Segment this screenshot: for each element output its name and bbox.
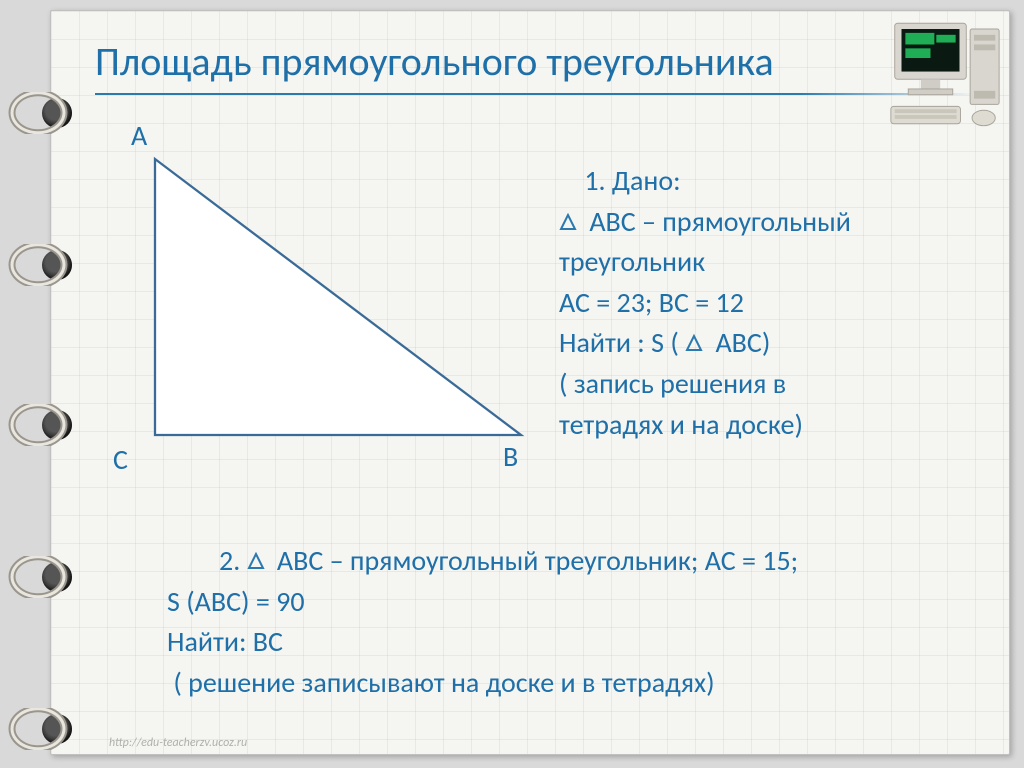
binder-hole (42, 98, 72, 128)
triangle-icon (685, 334, 703, 352)
triangle-shape (155, 159, 521, 435)
page-title: Площадь прямоугольного треугольника (95, 37, 774, 86)
vertex-a-label: A (131, 118, 147, 153)
binder-hole (42, 562, 72, 592)
triangle-figure (105, 135, 535, 475)
binder-hole (42, 714, 72, 744)
computer-icon (887, 17, 1003, 129)
p2-line: S (ABC) = 90 (167, 582, 967, 623)
triangle-icon (247, 552, 265, 570)
p1-line: Найти : S ( ABC) (559, 323, 969, 364)
p2-line: ( решение записывают на доске и в тетрад… (167, 663, 967, 704)
p1-line: ( запись решения в (559, 364, 969, 405)
binder-hole (42, 250, 72, 280)
p1-line: 1. Дано: (559, 161, 969, 202)
watermark: http://edu-teacherzv.ucoz.ru (109, 736, 247, 750)
p1-line: треугольник (559, 242, 969, 283)
p2-line: 2. ABC – прямоугольный треугольник; AC =… (167, 541, 967, 582)
triangle-icon (559, 213, 577, 231)
slide: Площадь прямоугольного треугольника A C … (50, 10, 1010, 755)
p1-line: тетрадях и на доске) (559, 405, 969, 446)
problem-2: 2. ABC – прямоугольный треугольник; AC =… (167, 541, 967, 703)
binder-hole (42, 410, 72, 440)
problem-1: 1. Дано: ABC – прямоугольный треугольник… (559, 161, 969, 445)
vertex-c-label: C (113, 442, 128, 477)
vertex-b-label: B (503, 439, 518, 474)
p1-line: ABC – прямоугольный (559, 202, 969, 243)
title-underline (95, 93, 975, 95)
p1-line: AC = 23; BC = 12 (559, 283, 969, 324)
p2-line: Найти: BC (167, 622, 967, 663)
